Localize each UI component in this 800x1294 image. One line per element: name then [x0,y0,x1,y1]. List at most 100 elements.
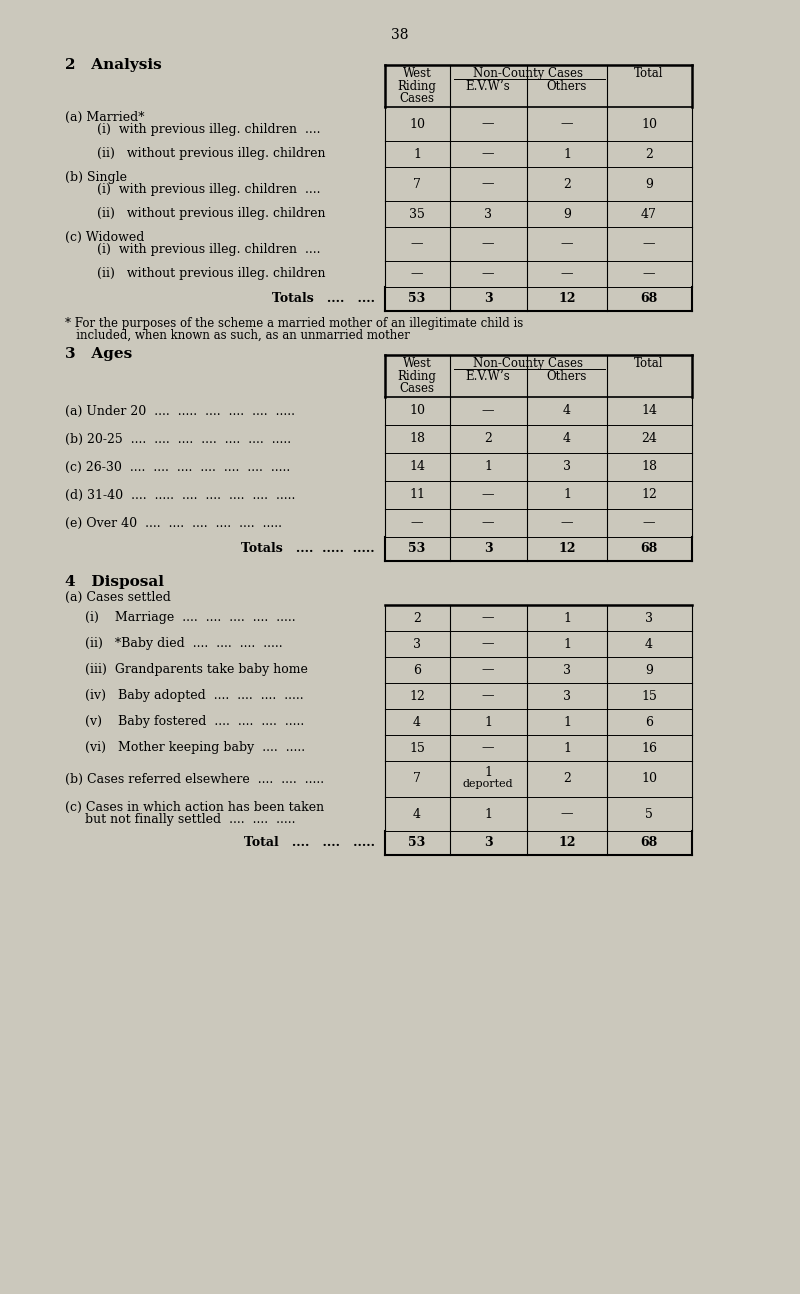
Text: 9: 9 [645,664,653,677]
Text: 4: 4 [563,432,571,445]
Text: 3: 3 [484,292,492,305]
Text: 4: 4 [413,807,421,820]
Text: —: — [482,489,494,502]
Text: 3   Ages: 3 Ages [65,347,132,361]
Text: 10: 10 [641,773,657,785]
Text: (i)  with previous illeg. children  ....: (i) with previous illeg. children .... [77,182,321,195]
Text: —: — [410,238,423,251]
Text: 1: 1 [484,766,492,779]
Text: 3: 3 [484,836,492,849]
Text: —: — [482,612,494,625]
Text: 3: 3 [645,612,653,625]
Text: Riding: Riding [398,370,437,383]
Text: Total: Total [634,357,664,370]
Text: Totals   ....   ....: Totals .... .... [272,292,375,305]
Text: (vi)   Mother keeping baby  ....  .....: (vi) Mother keeping baby .... ..... [65,741,305,754]
Text: 15: 15 [641,690,657,703]
Text: 1: 1 [484,807,492,820]
Text: E.V.W’s: E.V.W’s [466,80,510,93]
Text: 2   Analysis: 2 Analysis [65,58,162,72]
Text: —: — [410,268,423,281]
Text: Totals   ....  .....  .....: Totals .... ..... ..... [242,542,375,555]
Text: 3: 3 [484,542,492,555]
Text: 10: 10 [409,405,425,418]
Text: 1: 1 [563,489,571,502]
Text: 4: 4 [563,405,571,418]
Text: Others: Others [547,370,587,383]
Text: —: — [561,807,574,820]
Text: 3: 3 [484,207,492,220]
Text: Non-County Cases: Non-County Cases [473,67,583,80]
Text: 2: 2 [645,148,653,160]
Text: —: — [642,238,655,251]
Text: West: West [402,67,431,80]
Text: (i)  with previous illeg. children  ....: (i) with previous illeg. children .... [77,123,321,136]
Text: (iv)   Baby adopted  ....  ....  ....  .....: (iv) Baby adopted .... .... .... ..... [65,690,304,703]
Text: 24: 24 [641,432,657,445]
Text: —: — [482,690,494,703]
Text: West: West [402,357,431,370]
Text: 14: 14 [409,461,425,474]
Text: —: — [482,664,494,677]
Text: 7: 7 [413,773,421,785]
Text: 12: 12 [409,690,425,703]
Text: 4: 4 [645,638,653,651]
Text: 16: 16 [641,741,657,754]
Text: 10: 10 [641,118,657,131]
Text: Non-County Cases: Non-County Cases [473,357,583,370]
Text: 14: 14 [641,405,657,418]
Text: 12: 12 [641,489,657,502]
Text: (ii)   *Baby died  ....  ....  ....  .....: (ii) *Baby died .... .... .... ..... [65,638,282,651]
Text: 2: 2 [484,432,492,445]
Text: 53: 53 [408,542,426,555]
Text: 1: 1 [563,741,571,754]
Text: 7: 7 [413,177,421,190]
Text: (i)    Marriage  ....  ....  ....  ....  .....: (i) Marriage .... .... .... .... ..... [65,612,296,625]
Text: 4: 4 [413,716,421,729]
Text: —: — [642,516,655,529]
Text: 6: 6 [645,716,653,729]
Text: 2: 2 [563,773,571,785]
Text: 1: 1 [563,148,571,160]
Text: —: — [482,516,494,529]
Text: (b) 20-25  ....  ....  ....  ....  ....  ....  .....: (b) 20-25 .... .... .... .... .... .... … [65,432,291,445]
Text: (ii)   without previous illeg. children: (ii) without previous illeg. children [77,268,326,281]
Text: 3: 3 [413,638,421,651]
Text: deported: deported [462,779,514,789]
Text: 1: 1 [563,716,571,729]
Text: (d) 31-40  ....  .....  ....  ....  ....  ....  .....: (d) 31-40 .... ..... .... .... .... ....… [65,489,295,502]
Text: —: — [482,405,494,418]
Text: 68: 68 [640,292,658,305]
Text: 12: 12 [558,542,576,555]
Text: (v)    Baby fostered  ....  ....  ....  .....: (v) Baby fostered .... .... .... ..... [65,716,304,729]
Text: (b) Cases referred elsewhere  ....  ....  .....: (b) Cases referred elsewhere .... .... .… [65,773,324,785]
Text: —: — [410,516,423,529]
Text: (ii)   without previous illeg. children: (ii) without previous illeg. children [77,148,326,160]
Text: Cases: Cases [399,382,434,395]
Text: 12: 12 [558,292,576,305]
Text: Total   ....   ....   .....: Total .... .... ..... [244,836,375,849]
Text: 1: 1 [563,638,571,651]
Text: —: — [561,118,574,131]
Text: (e) Over 40  ....  ....  ....  ....  ....  .....: (e) Over 40 .... .... .... .... .... ...… [65,516,282,529]
Text: —: — [482,741,494,754]
Text: (c) 26-30  ....  ....  ....  ....  ....  ....  .....: (c) 26-30 .... .... .... .... .... .... … [65,461,290,474]
Text: 11: 11 [409,489,425,502]
Text: —: — [482,148,494,160]
Text: 3: 3 [563,664,571,677]
Text: —: — [561,516,574,529]
Text: 38: 38 [391,28,409,41]
Text: (i)  with previous illeg. children  ....: (i) with previous illeg. children .... [77,243,321,256]
Text: (a) Cases settled: (a) Cases settled [65,591,171,604]
Text: —: — [482,268,494,281]
Text: 9: 9 [563,207,571,220]
Text: 2: 2 [413,612,421,625]
Text: 1: 1 [484,461,492,474]
Text: (b) Single: (b) Single [65,171,127,184]
Text: 68: 68 [640,542,658,555]
Text: 2: 2 [563,177,571,190]
Text: 1: 1 [413,148,421,160]
Text: E.V.W’s: E.V.W’s [466,370,510,383]
Text: Total: Total [634,67,664,80]
Text: —: — [482,638,494,651]
